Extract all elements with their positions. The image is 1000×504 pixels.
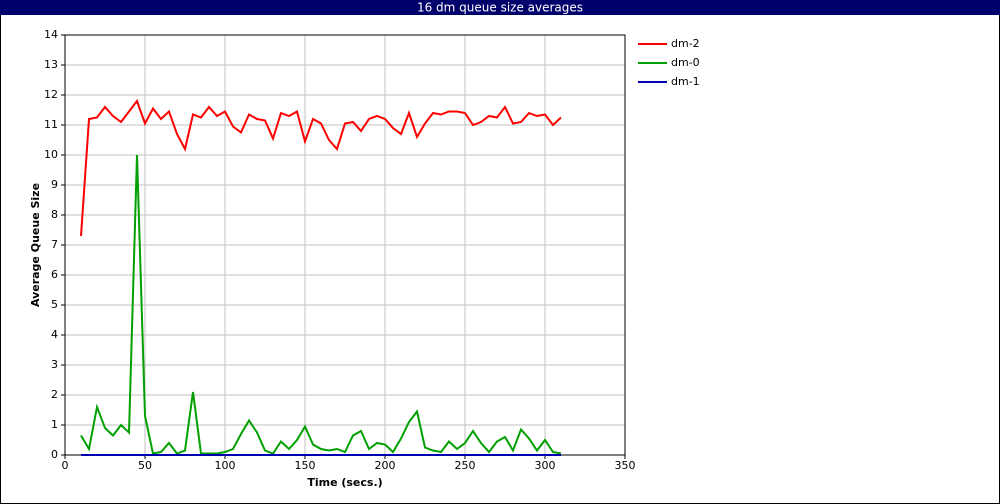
x-tick-label: 250 [455,459,476,472]
y-tick-label: 6 [51,268,58,281]
series-line [80,98,562,237]
x-tick-label: 350 [615,459,636,472]
y-tick-label: 7 [51,238,58,251]
title-bar [0,0,1000,15]
y-tick-label: 0 [51,448,58,461]
x-tick-label: 0 [62,459,69,472]
y-tick-label: 10 [44,148,58,161]
x-tick-label: 150 [295,459,316,472]
y-tick-label: 1 [51,418,58,431]
y-tick-label: 3 [51,358,58,371]
y-tick-label: 14 [44,28,58,41]
x-tick-label: 300 [535,459,556,472]
x-tick-label: 50 [138,459,152,472]
y-tick-label: 8 [51,208,58,221]
y-axis-label: Average Queue Size [29,183,42,307]
y-tick-label: 5 [51,298,58,311]
series-line [80,154,562,455]
legend-label: dm-1 [671,75,700,88]
y-tick-label: 2 [51,388,58,401]
y-tick-label: 9 [51,178,58,191]
legend-label: dm-0 [671,56,700,69]
y-tick-label: 4 [51,328,58,341]
y-tick-label: 12 [44,88,58,101]
x-tick-label: 100 [215,459,236,472]
y-tick-label: 13 [44,58,58,71]
legend-label: dm-2 [671,37,700,50]
chart-title: 16 dm queue size averages [417,1,583,15]
x-tick-label: 200 [375,459,396,472]
y-tick-label: 11 [44,118,58,131]
x-axis-label: Time (secs.) [307,476,382,489]
